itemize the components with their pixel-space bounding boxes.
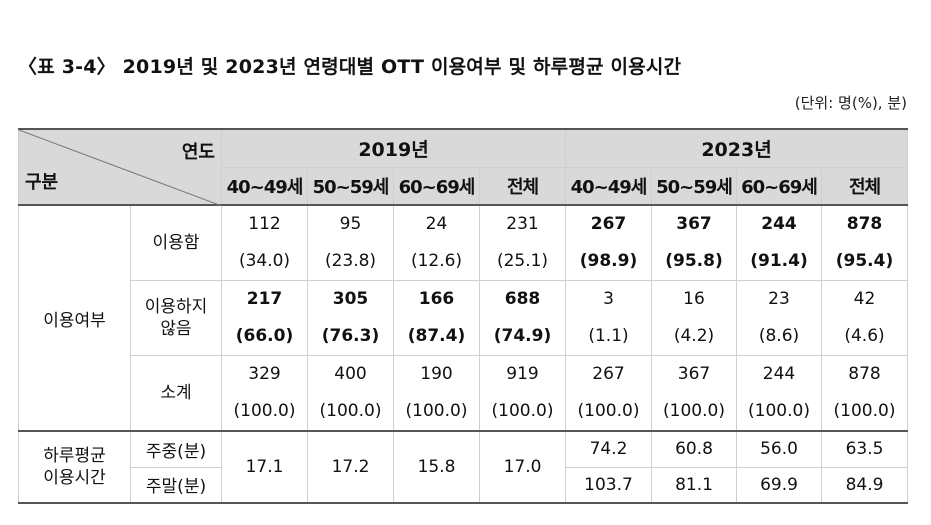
data-cell: 42 (4.6) (821, 280, 908, 356)
header-category-label: 구분 (25, 172, 59, 193)
header-year-label: 연도 (181, 142, 215, 163)
data-cell: 244 (100.0) (736, 355, 822, 431)
data-cell: 95 (23.8) (307, 204, 394, 281)
header-year-2019: 2019년 (221, 128, 566, 168)
data-cell: 17.2 (307, 430, 394, 504)
group-time-label: 하루평균 이용시간 (18, 430, 131, 504)
header-age: 60~69세 (393, 167, 480, 205)
header-age: 50~59세 (307, 167, 394, 205)
ott-usage-table: 연도 구분 2019년 2023년 40~49세 50~59세 60~69세 전… (18, 128, 908, 504)
data-cell: 878 (100.0) (821, 355, 908, 431)
data-cell: 367 (100.0) (651, 355, 737, 431)
data-cell: 103.7 (565, 467, 652, 504)
data-cell: 17.1 (221, 430, 308, 504)
data-cell: 81.1 (651, 467, 737, 504)
data-cell: 15.8 (393, 430, 480, 504)
unit-note: (단위: 명(%), 분) (794, 94, 907, 112)
data-cell: 112 (34.0) (221, 204, 308, 281)
row-label-weekend: 주말(분) (130, 467, 222, 504)
data-cell: 23 (8.6) (736, 280, 822, 356)
data-cell: 69.9 (736, 467, 822, 504)
data-cell: 267 (100.0) (565, 355, 652, 431)
data-cell: 231 (25.1) (479, 204, 566, 281)
data-cell: 16 (4.2) (651, 280, 737, 356)
header-year-2023: 2023년 (565, 128, 908, 168)
data-cell: 84.9 (821, 467, 908, 504)
group-usage-label: 이용여부 (18, 204, 131, 431)
data-cell: 217 (66.0) (221, 280, 308, 356)
row-label-nonuse: 이용하지 않음 (130, 280, 222, 356)
table-title: 〈표 3-4〉 2019년 및 2023년 연령대별 OTT 이용여부 및 하루… (18, 56, 682, 78)
data-cell: 3 (1.1) (565, 280, 652, 356)
row-label-subtotal: 소계 (130, 355, 222, 431)
header-age: 40~49세 (565, 167, 652, 205)
data-cell: 24 (12.6) (393, 204, 480, 281)
header-age: 60~69세 (736, 167, 822, 205)
data-cell: 60.8 (651, 430, 737, 468)
data-cell: 267 (98.9) (565, 204, 652, 281)
header-age: 40~49세 (221, 167, 308, 205)
data-cell: 367 (95.8) (651, 204, 737, 281)
data-cell: 244 (91.4) (736, 204, 822, 281)
data-cell: 74.2 (565, 430, 652, 468)
row-label-use: 이용함 (130, 204, 222, 281)
data-cell: 17.0 (479, 430, 566, 504)
data-cell: 190 (100.0) (393, 355, 480, 431)
diagonal-line-icon (19, 130, 222, 206)
header-age: 전체 (821, 167, 908, 205)
data-cell: 878 (95.4) (821, 204, 908, 281)
data-cell: 56.0 (736, 430, 822, 468)
header-age: 50~59세 (651, 167, 737, 205)
data-cell: 329 (100.0) (221, 355, 308, 431)
data-cell: 688 (74.9) (479, 280, 566, 356)
data-cell: 63.5 (821, 430, 908, 468)
data-cell: 305 (76.3) (307, 280, 394, 356)
data-cell: 400 (100.0) (307, 355, 394, 431)
data-cell: 919 (100.0) (479, 355, 566, 431)
header-age: 전체 (479, 167, 566, 205)
row-label-weekday: 주중(분) (130, 430, 222, 468)
data-cell: 166 (87.4) (393, 280, 480, 356)
corner-header: 연도 구분 (18, 128, 222, 206)
